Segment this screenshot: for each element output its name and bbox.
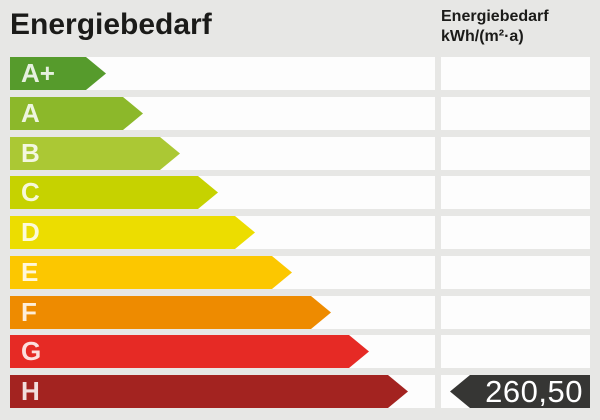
energy-band-label: H bbox=[21, 376, 40, 406]
value-marker-arrow: 260,50 bbox=[450, 375, 590, 408]
energy-band-label: C bbox=[21, 177, 40, 207]
row-track-value-column bbox=[441, 335, 590, 368]
energy-band-label: D bbox=[21, 217, 40, 247]
row-track-value-column bbox=[441, 296, 590, 329]
energy-band-label: A bbox=[21, 98, 40, 128]
energy-band-arrow: A bbox=[10, 97, 143, 130]
unit-header-unit: kWh/(m²·a) bbox=[441, 28, 524, 45]
scale-row: A+ bbox=[0, 57, 600, 90]
energy-band-label: A+ bbox=[21, 58, 55, 88]
energy-band-arrow: E bbox=[10, 256, 292, 289]
energy-band-label: B bbox=[21, 138, 40, 168]
energy-band-arrow: C bbox=[10, 176, 218, 209]
energy-band-label: F bbox=[21, 297, 37, 327]
row-track-value-column bbox=[441, 216, 590, 249]
unit-header-metric: Energiebedarf bbox=[441, 8, 549, 25]
page-title: Energiebedarf bbox=[10, 8, 212, 41]
unit-header: Energiebedarf kWh/(m²·a) bbox=[441, 7, 549, 47]
scale-row: G bbox=[0, 335, 600, 368]
energy-band-label: G bbox=[21, 336, 42, 366]
row-track-value-column bbox=[441, 57, 590, 90]
energy-band-arrow: B bbox=[10, 137, 180, 170]
scale-row: C bbox=[0, 176, 600, 209]
energy-band-arrow: F bbox=[10, 296, 331, 329]
row-track-value-column bbox=[441, 137, 590, 170]
energy-band-arrow: A+ bbox=[10, 57, 106, 90]
scale-row: E bbox=[0, 256, 600, 289]
energy-band-arrow: G bbox=[10, 335, 369, 368]
energy-band-arrow: H bbox=[10, 375, 408, 408]
row-track-value-column bbox=[441, 256, 590, 289]
scale-row: B bbox=[0, 137, 600, 170]
row-track-value-column bbox=[441, 97, 590, 130]
scale-row: A bbox=[0, 97, 600, 130]
row-track-value-column bbox=[441, 176, 590, 209]
scale-row: F bbox=[0, 296, 600, 329]
energy-band-arrow: D bbox=[10, 216, 255, 249]
value-marker-text: 260,50 bbox=[485, 374, 583, 409]
energy-band-label: E bbox=[21, 257, 39, 287]
scale-row: D bbox=[0, 216, 600, 249]
